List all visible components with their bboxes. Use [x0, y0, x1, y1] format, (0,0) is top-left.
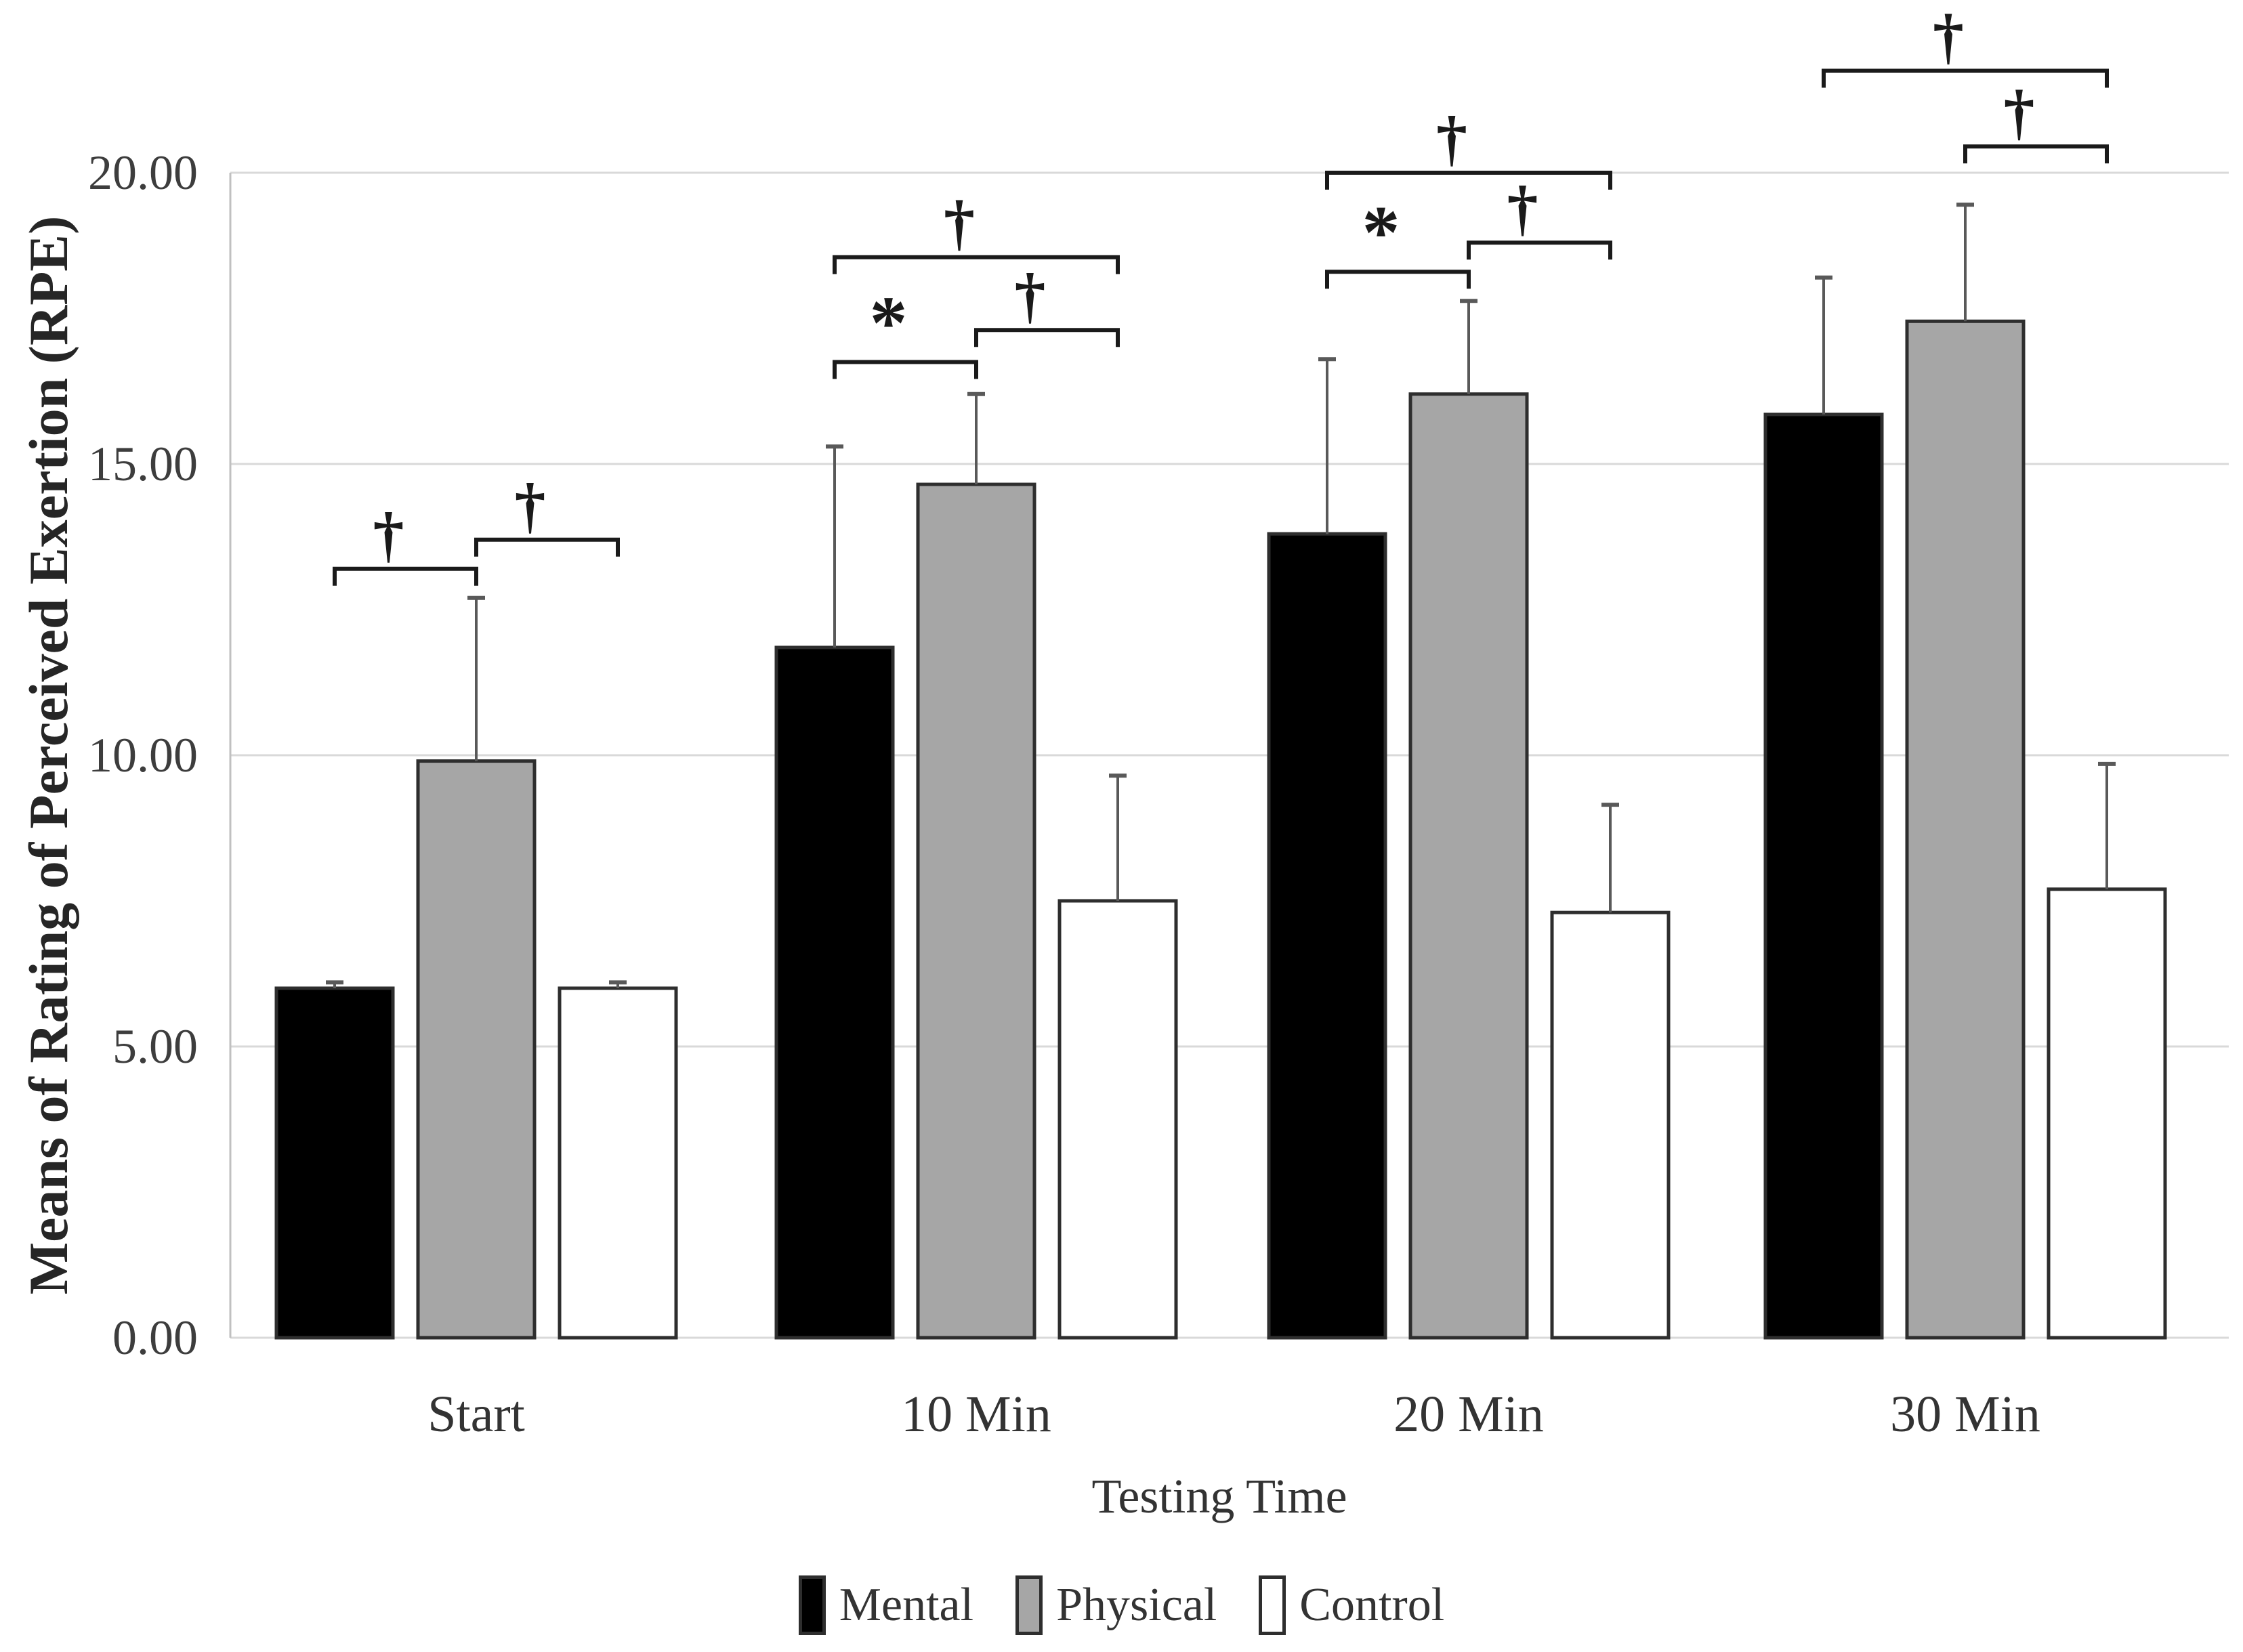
bar-mental-20-min — [1267, 532, 1387, 1340]
physical-series-swatch-icon — [1015, 1575, 1043, 1635]
y-axis-tick-label: 5.00 — [112, 1019, 198, 1074]
y-axis-tick-label: 0.00 — [112, 1311, 198, 1365]
significance-bracket-2 — [474, 537, 620, 557]
control-series-swatch-icon — [1259, 1575, 1286, 1635]
bar-control-30-min — [2047, 887, 2167, 1340]
significance-symbol-6: * — [1362, 191, 1400, 275]
bar-control-start — [558, 986, 678, 1340]
bar-mental-start — [274, 986, 395, 1340]
bar-mental-10-min — [774, 645, 895, 1340]
legend-item-physical: Physical — [1015, 1575, 1217, 1635]
significance-bracket-6 — [1325, 270, 1471, 289]
significance-symbol-8: † — [1436, 104, 1467, 173]
bar-mental-30-min — [1763, 412, 1884, 1340]
bar-physical-20-min — [1408, 392, 1529, 1340]
y-axis-tick-label: 20.00 — [88, 146, 198, 200]
y-axis-tick-label: 15.00 — [88, 437, 198, 491]
legend-item-mental: Mental — [798, 1575, 974, 1635]
significance-symbol-2: † — [515, 471, 546, 540]
significance-symbol-1: † — [373, 500, 404, 569]
mental-series-swatch-icon — [798, 1575, 826, 1635]
significance-bracket-5 — [833, 255, 1120, 274]
significance-bracket-10 — [1822, 68, 2109, 88]
x-category-label: 10 Min — [901, 1386, 1051, 1443]
legend-label: Physical — [1056, 1579, 1217, 1631]
significance-bracket-4 — [974, 328, 1120, 347]
significance-symbol-10: † — [1933, 2, 1964, 71]
significance-symbol-9: † — [2004, 77, 2035, 146]
bar-physical-10-min — [916, 482, 1036, 1340]
bar-control-20-min — [1550, 910, 1671, 1340]
significance-bracket-8 — [1325, 171, 1612, 190]
x-axis-title: Testing Time — [1091, 1469, 1347, 1523]
y-axis-tick-label: 10.00 — [88, 728, 198, 782]
bar-physical-start — [416, 759, 537, 1340]
legend: Mental Physical Control — [0, 1575, 2243, 1635]
bar-physical-30-min — [1905, 319, 2026, 1340]
significance-symbol-4: † — [1015, 261, 1046, 330]
legend-label: Control — [1299, 1579, 1445, 1631]
significance-bracket-7 — [1467, 240, 1612, 260]
x-category-label: 20 Min — [1393, 1386, 1544, 1443]
legend-label: Mental — [839, 1579, 974, 1631]
significance-bracket-9 — [1963, 144, 2109, 164]
significance-bracket-1 — [333, 566, 478, 586]
significance-symbol-5: † — [944, 188, 975, 257]
legend-item-control: Control — [1259, 1575, 1444, 1635]
x-category-label: Start — [427, 1386, 525, 1443]
significance-bracket-3 — [833, 360, 978, 379]
significance-symbol-3: * — [870, 282, 908, 366]
x-category-label: 30 Min — [1890, 1386, 2040, 1443]
bar-control-10-min — [1057, 899, 1178, 1340]
significance-symbol-7: † — [1507, 173, 1538, 242]
